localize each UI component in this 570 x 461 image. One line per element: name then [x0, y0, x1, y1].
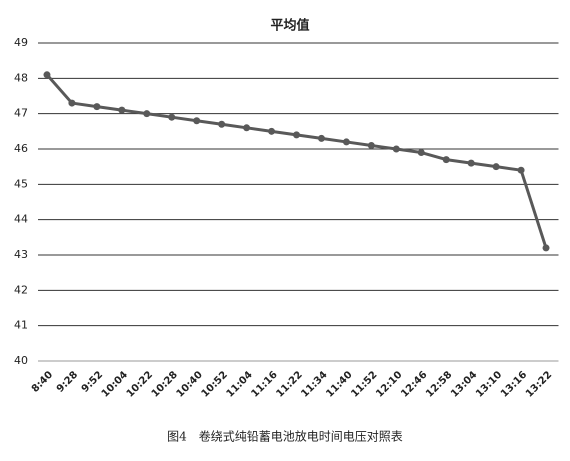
- point: [317, 134, 325, 142]
- point: [68, 99, 76, 107]
- x-tick-label: 13:04: [449, 369, 479, 399]
- point: [392, 145, 400, 153]
- y-tick-label: 46: [14, 142, 28, 155]
- point: [243, 124, 251, 132]
- point: [342, 138, 350, 146]
- point: [442, 156, 450, 164]
- x-tick-label: 8:40: [30, 369, 55, 394]
- x-tick-label: 13:22: [524, 369, 554, 399]
- y-tick-label: 41: [14, 319, 28, 332]
- x-tick-label: 11:52: [349, 369, 379, 399]
- point: [43, 71, 51, 79]
- y-tick-label: 44: [14, 213, 28, 226]
- x-tick-label: 12:46: [399, 369, 429, 399]
- caption: 图4 卷绕式纯铅蓄电池放电时间电压对照表: [167, 429, 403, 444]
- point: [417, 149, 425, 157]
- x-tick-label: 11:16: [249, 369, 279, 399]
- y-tick-label: 49: [14, 36, 28, 49]
- point: [542, 244, 550, 252]
- point: [218, 120, 226, 128]
- y-tick-label: 48: [14, 71, 28, 84]
- x-tick-label: 10:22: [125, 369, 155, 399]
- x-tick-label: 9:28: [55, 369, 80, 394]
- x-tick-label: 11:40: [324, 369, 354, 399]
- point: [93, 103, 101, 111]
- point: [367, 141, 375, 149]
- y-tick-label: 43: [14, 248, 28, 261]
- x-tick-label: 11:22: [274, 369, 304, 399]
- point: [193, 117, 201, 125]
- point: [268, 127, 276, 135]
- y-tick-label: 40: [14, 354, 28, 367]
- point: [467, 159, 475, 167]
- y-tick-label: 42: [14, 283, 28, 296]
- x-tick-label: 10:04: [100, 369, 130, 399]
- x-tick-label: 10:28: [150, 369, 180, 399]
- point: [492, 163, 500, 171]
- x-tick-label: 11:04: [225, 369, 255, 399]
- x-tick-label: 12:10: [374, 369, 404, 399]
- x-tick-label: 13:10: [474, 369, 504, 399]
- x-tick-label: 13:16: [499, 369, 529, 399]
- y-tick-label: 45: [14, 177, 28, 190]
- x-tick-label: 10:40: [175, 369, 205, 399]
- point: [293, 131, 300, 139]
- x-tick-label: 12:58: [424, 369, 454, 399]
- y-tick-label: 47: [14, 107, 28, 120]
- point: [517, 166, 525, 174]
- chart-title: 平均值: [270, 18, 309, 34]
- point: [168, 113, 176, 121]
- x-tick-label: 10:52: [200, 369, 230, 399]
- point: [118, 106, 126, 114]
- point: [143, 110, 151, 118]
- x-tick-label: 11:34: [299, 369, 329, 399]
